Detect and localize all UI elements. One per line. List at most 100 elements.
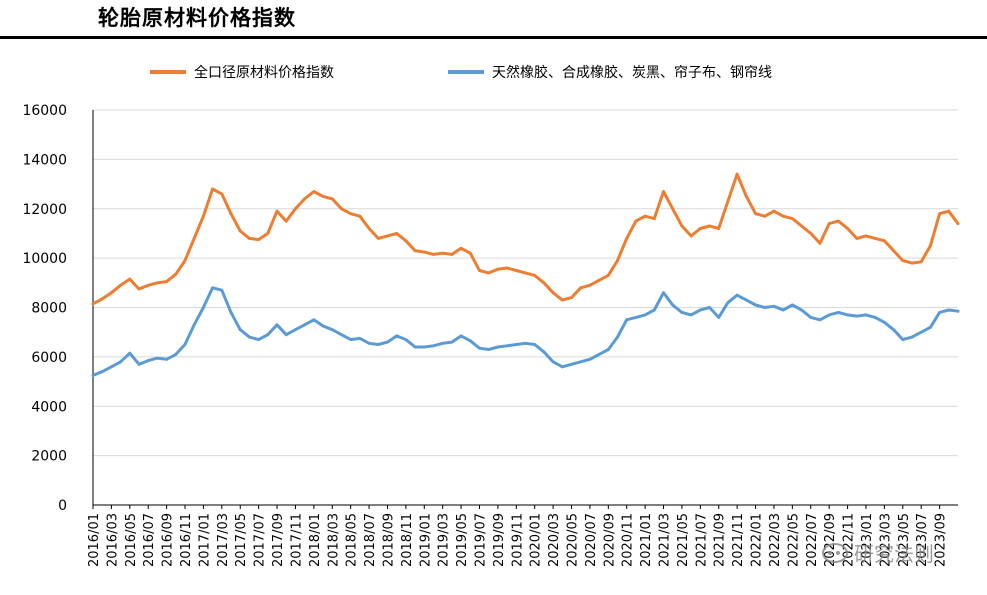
data-point-series-1 — [321, 324, 325, 328]
x-tick-label: 2023/09 — [934, 513, 949, 567]
data-point-series-1 — [763, 306, 767, 309]
data-point-series-1 — [606, 348, 610, 351]
title-underline — [0, 36, 987, 39]
x-tick-label: 2018/09 — [381, 513, 396, 567]
data-point-series-0 — [579, 286, 583, 290]
data-point-series-1 — [533, 343, 537, 346]
data-point-series-1 — [119, 360, 122, 364]
data-point-series-1 — [625, 318, 629, 322]
data-point-series-0 — [202, 214, 205, 218]
data-point-series-0 — [708, 224, 711, 228]
data-point-series-0 — [929, 244, 932, 248]
data-point-series-1 — [183, 343, 187, 346]
x-tick-label: 2016/07 — [142, 513, 157, 567]
data-point-series-1 — [726, 301, 730, 304]
data-point-series-1 — [938, 311, 941, 314]
data-point-series-1 — [662, 291, 665, 295]
data-point-series-1 — [883, 320, 886, 324]
data-point-series-1 — [597, 353, 601, 356]
data-point-series-1 — [910, 335, 914, 339]
data-point-series-0 — [487, 271, 491, 275]
x-tick-label: 2019/11 — [510, 513, 525, 567]
data-point-series-0 — [634, 219, 638, 223]
data-point-series-1 — [165, 357, 169, 361]
chart-legend: 全口径原材料价格指数 天然橡胶、合成橡胶、炭黑、帘子布、钢帘线 — [0, 62, 987, 82]
data-point-series-0 — [386, 234, 389, 238]
data-point-series-1 — [422, 345, 426, 349]
data-point-series-1 — [901, 338, 905, 341]
data-point-series-1 — [735, 293, 739, 297]
x-tick-label: 2020/03 — [547, 513, 562, 567]
data-point-series-1 — [864, 313, 868, 317]
data-point-series-0 — [257, 238, 260, 242]
data-point-series-1 — [146, 359, 150, 362]
data-point-series-1 — [349, 338, 353, 341]
data-point-series-0 — [128, 277, 132, 281]
y-tick-label: 12000 — [22, 202, 67, 218]
data-point-series-1 — [791, 303, 794, 307]
data-point-series-0 — [745, 195, 748, 198]
data-point-series-1 — [266, 333, 270, 337]
data-point-series-0 — [717, 227, 721, 230]
data-point-series-0 — [174, 272, 178, 276]
data-point-series-1 — [800, 308, 803, 312]
data-point-series-0 — [671, 207, 675, 211]
data-point-series-0 — [284, 219, 288, 223]
x-tick-label: 2018/01 — [308, 513, 323, 567]
data-point-series-1 — [358, 337, 362, 340]
legend-label-series-0: 全口径原材料价格指数 — [194, 65, 334, 81]
data-point-series-0 — [662, 190, 665, 193]
data-point-series-1 — [220, 288, 224, 292]
data-point-series-0 — [413, 249, 417, 253]
data-point-series-1 — [496, 345, 500, 349]
data-point-series-0 — [652, 217, 656, 221]
data-point-series-0 — [855, 237, 859, 240]
data-point-series-1 — [781, 308, 785, 312]
data-point-series-1 — [192, 323, 196, 327]
legend-item-series-0: 全口径原材料价格指数 — [150, 62, 334, 82]
data-point-series-1 — [340, 333, 343, 337]
data-point-series-1 — [238, 328, 242, 332]
x-tick-label: 2021/01 — [639, 513, 654, 567]
data-point-series-0 — [275, 209, 279, 213]
y-tick-label: 4000 — [31, 399, 67, 415]
data-point-series-0 — [524, 271, 527, 275]
watermark-text: 研究法则 — [854, 542, 934, 566]
data-point-series-0 — [422, 250, 426, 254]
legend-swatch-series-0 — [150, 70, 186, 74]
data-point-series-0 — [864, 234, 868, 238]
data-point-series-1 — [698, 308, 702, 312]
data-point-series-1 — [459, 334, 463, 338]
data-point-series-0 — [947, 209, 951, 213]
data-point-series-0 — [827, 222, 831, 226]
page-title: 轮胎原材料价格指数 — [98, 5, 296, 30]
x-tick-label: 2018/03 — [326, 513, 341, 567]
data-point-series-0 — [137, 287, 141, 291]
data-point-series-0 — [542, 281, 546, 285]
data-point-series-0 — [340, 207, 343, 211]
x-tick-label: 2017/07 — [253, 513, 268, 567]
data-point-series-0 — [248, 237, 251, 240]
watermark: 研究法则 — [822, 538, 934, 567]
data-point-series-1 — [128, 351, 132, 355]
data-point-series-0 — [910, 261, 914, 265]
data-point-series-0 — [873, 237, 877, 240]
data-point-series-0 — [625, 237, 629, 240]
data-point-series-1 — [137, 362, 141, 366]
x-tick-label: 2021/03 — [658, 513, 673, 567]
data-point-series-1 — [100, 370, 104, 374]
data-point-series-0 — [321, 195, 325, 198]
y-tick-label: 10000 — [22, 251, 67, 267]
data-point-series-0 — [432, 253, 435, 256]
data-point-series-0 — [616, 259, 619, 262]
data-point-series-0 — [229, 212, 233, 216]
data-point-series-1 — [275, 323, 279, 327]
x-tick-label: 2017/11 — [289, 513, 304, 567]
data-point-series-0 — [238, 229, 242, 233]
data-point-series-1 — [754, 303, 757, 307]
legend-label-series-1: 天然橡胶、合成橡胶、炭黑、帘子布、钢帘线 — [492, 65, 772, 81]
data-point-series-1 — [404, 338, 408, 341]
data-point-series-0 — [220, 192, 224, 196]
data-point-series-0 — [763, 214, 767, 218]
data-point-series-0 — [505, 266, 509, 270]
